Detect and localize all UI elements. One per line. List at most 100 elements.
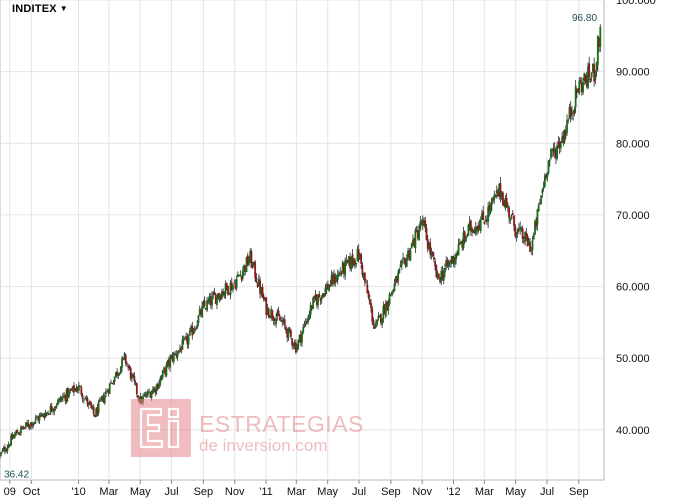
candle-body	[71, 386, 74, 390]
candle-body	[466, 234, 469, 236]
candle-body	[291, 338, 294, 346]
candle-body	[527, 241, 530, 245]
candle-body	[195, 328, 197, 330]
candle-body	[371, 308, 374, 322]
candle-body	[229, 283, 232, 296]
candle-body	[213, 292, 216, 296]
candle-body	[513, 215, 515, 227]
dropdown-caret-icon: ▼	[59, 4, 68, 13]
candle-body	[287, 327, 290, 338]
candle-body	[270, 309, 273, 318]
candle-body	[106, 391, 109, 393]
candle-body	[147, 390, 149, 395]
candle-body	[457, 243, 460, 256]
x-tick-label: '11	[259, 486, 273, 498]
candle-body	[281, 320, 284, 322]
candle-body	[118, 373, 121, 375]
candle-body	[556, 144, 559, 159]
candle-body	[320, 295, 323, 300]
candle-body	[265, 297, 268, 315]
candle-body	[166, 360, 169, 364]
candle-body	[333, 273, 335, 284]
candle-body	[471, 228, 474, 233]
candle-body	[216, 294, 218, 306]
candle-body	[548, 160, 551, 162]
candle-body	[317, 294, 319, 306]
candle-body	[47, 412, 49, 414]
candle-body	[12, 436, 15, 439]
candle-body	[351, 254, 354, 265]
candle-body	[557, 142, 560, 144]
candle-body	[244, 265, 247, 271]
candle-body	[68, 390, 70, 397]
candle-body	[343, 262, 345, 274]
candle-body	[425, 228, 428, 241]
candle-body	[179, 348, 181, 350]
candle-body	[214, 295, 217, 304]
candle-body	[558, 141, 561, 148]
candle-body	[254, 262, 257, 279]
candle-body	[391, 291, 393, 296]
candle-body	[478, 224, 481, 230]
candle-body	[545, 175, 547, 178]
candle-body	[503, 203, 506, 207]
candle-body	[38, 415, 41, 421]
candle-body	[301, 332, 303, 344]
candle-body	[250, 251, 253, 268]
candle-body	[222, 291, 225, 295]
candle-body	[80, 387, 83, 395]
candle-body	[45, 412, 48, 414]
ticker-selector[interactable]: INDITEX ▼	[12, 3, 68, 15]
candle-body	[200, 309, 202, 316]
candle-body	[43, 416, 46, 418]
candle-body	[145, 395, 148, 397]
candle-body	[574, 85, 577, 108]
candle-body	[336, 273, 339, 280]
candle-body	[530, 247, 533, 250]
candle-body	[487, 206, 490, 223]
candle-body	[238, 275, 241, 277]
candle-body	[452, 257, 455, 263]
candle-body	[590, 72, 593, 77]
candle-body	[566, 120, 568, 133]
candle-body	[182, 338, 185, 342]
candle-body	[208, 295, 211, 303]
y-tick-label: 80.000	[616, 138, 650, 150]
candle-body	[233, 283, 236, 284]
candle-body	[220, 291, 223, 299]
candle-body	[403, 258, 406, 260]
candle-body	[506, 205, 509, 208]
candle-body	[430, 252, 433, 256]
candle-body	[126, 363, 128, 365]
x-tick-label: Jul	[540, 486, 554, 498]
candle-body	[345, 259, 348, 262]
candle-body	[243, 264, 245, 272]
candle-body	[223, 292, 226, 296]
candle-body	[212, 293, 215, 295]
candle-body	[445, 259, 448, 267]
candle-body	[500, 193, 503, 199]
candle-body	[65, 389, 68, 403]
watermark-logo: ESTRATEGIAS de inversion.com	[131, 399, 363, 459]
x-tick-label: Nov	[412, 486, 432, 498]
candle-body	[315, 298, 318, 305]
candle-body	[481, 213, 483, 220]
candle-body	[567, 119, 570, 121]
candle-body	[209, 297, 212, 306]
candle-body	[32, 423, 35, 426]
candle-body	[420, 223, 423, 225]
candle-body	[41, 413, 43, 415]
candle-body	[534, 221, 536, 235]
candle-body	[28, 426, 31, 428]
candle-body	[414, 229, 417, 248]
candle-body	[185, 335, 188, 338]
candle-body	[542, 186, 545, 189]
candle-body	[306, 320, 308, 323]
candle-body	[101, 395, 104, 400]
candle-body	[468, 221, 471, 226]
ticker-label: INDITEX	[12, 3, 57, 15]
candle-body	[262, 296, 265, 300]
candle-body	[360, 254, 363, 264]
candle-body	[392, 289, 395, 292]
candle-body	[402, 257, 404, 260]
